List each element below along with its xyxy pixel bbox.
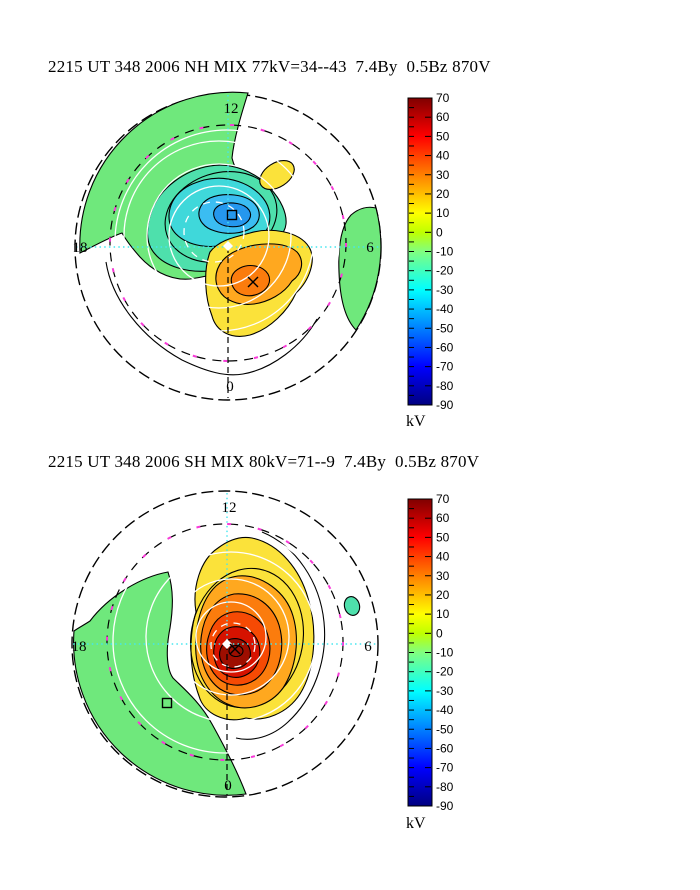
colorbar-tick-label: 30 [436,569,450,583]
colorbar-tick-label: 40 [436,149,450,163]
nh-white-dashed-circle [183,201,245,263]
nh-pole-marker [223,241,233,251]
colorbar-tick-label: 60 [436,110,450,124]
sh-clock-label-0: 0 [224,778,232,794]
colorbar-tick-label: -20 [436,264,454,278]
colorbar-tick-label: -20 [436,665,454,679]
colorbar-tick-label: -50 [436,722,454,736]
colorbar-tick-label: -70 [436,761,454,775]
colorbar-tick-label: 20 [436,588,450,602]
colorbar-tick-label: 70 [436,91,450,105]
sh-colorbar-unit-label: kV [406,815,426,832]
nh-polar-plot: 12 18 6 0 [73,91,382,401]
colorbar-tick-label: -90 [436,398,454,412]
colorbar-tick-label: 10 [436,607,450,621]
sh-extra-contour-line [235,531,326,740]
sh-plot-disc [71,490,379,798]
colorbar-tick-label: -60 [436,340,454,354]
nh-clock-label-18: 18 [73,240,88,256]
colorbar-tick-label: -90 [436,799,454,813]
sh-title: 2215 UT 348 2006 SH MIX 80kV=71--9 7.4By… [48,452,480,471]
colorbar-tick-label: 0 [436,225,443,239]
nh-white-grid-circle [168,185,270,287]
colorbar-tick-label: 50 [436,129,450,143]
colorbar-tick-label: 40 [436,550,450,564]
colorbar-tick-label: -10 [436,646,454,660]
nh-extra-contour-line [105,261,318,376]
colorbar-tick-label: -70 [436,360,454,374]
colorbar-tick-label: 70 [436,492,450,506]
sh-max-potential-marker [229,643,241,655]
nh-boundary-magenta-marks [109,124,347,362]
colorbar-tick-label: -30 [436,684,454,698]
nh-white-grid-circle [123,140,315,332]
colorbar-tick-label: -40 [436,302,454,316]
nh-max-potential-marker [247,276,259,288]
colorbar-tick-label: 30 [436,168,450,182]
nh-white-grid-circle [146,163,292,309]
sh-min-potential-marker [161,697,173,709]
colorbar-tick-label: -30 [436,283,454,297]
sh-polar-plot: 12 18 6 0 [71,490,379,798]
sh-clock-label-18: 18 [72,639,87,655]
nh-colorbar: 70 60 50 40 30 20 10 0 -10 -20 -30 -40 -50 -60 -70 -80 -… [407,91,454,412]
sh-white-grid-circle [112,528,338,754]
sh-white-grid-circle [195,601,267,673]
nh-min-potential-marker [226,209,238,221]
colorbar-tick-label: 50 [436,530,450,544]
sh-boundary-magenta-marks [106,523,344,761]
sh-white-dashed-circle [210,622,256,668]
colorbar-tick-label: -50 [436,321,454,335]
colorbar-tick-label: 10 [436,206,450,220]
nh-clock-label-0: 0 [226,379,234,395]
colorbar-tick-label: -40 [436,703,454,717]
sh-white-grid-circle [145,551,317,723]
sh-negative-patch [343,596,361,616]
colorbar-tick-label: -10 [436,245,454,259]
colorbar-tick-label: -60 [436,741,454,755]
sh-core-inner-ring [228,644,244,658]
nh-white-grid-circle [114,129,340,355]
sh-pole-marker [222,639,232,649]
sh-clock-label-12: 12 [222,500,237,516]
nh-negative-core [213,202,252,228]
sh-colorbar: 70 60 50 40 30 20 10 0 -10 -20 -30 -40 -50 -60 -70 -80 -… [407,492,454,813]
nh-title: 2215 UT 348 2006 NH MIX 77kV=34--43 7.4B… [48,57,491,76]
nh-clock-label-6: 6 [366,240,374,256]
nh-clock-label-12: 12 [224,101,239,117]
nh-region-green-dawn-strip [338,206,382,331]
colorbar-tick-label: 60 [436,511,450,525]
colorbar-tick-label: -80 [436,379,454,393]
colorbar-tick-label: -80 [436,780,454,794]
sh-clock-label-6: 6 [364,639,372,655]
colorbar-tick-label: 0 [436,626,443,640]
nh-positive-core [230,265,271,297]
nh-colorbar-unit-label: kV [406,413,426,430]
sh-white-grid-circle [172,578,290,696]
colorbar-tick-label: 20 [436,187,450,201]
